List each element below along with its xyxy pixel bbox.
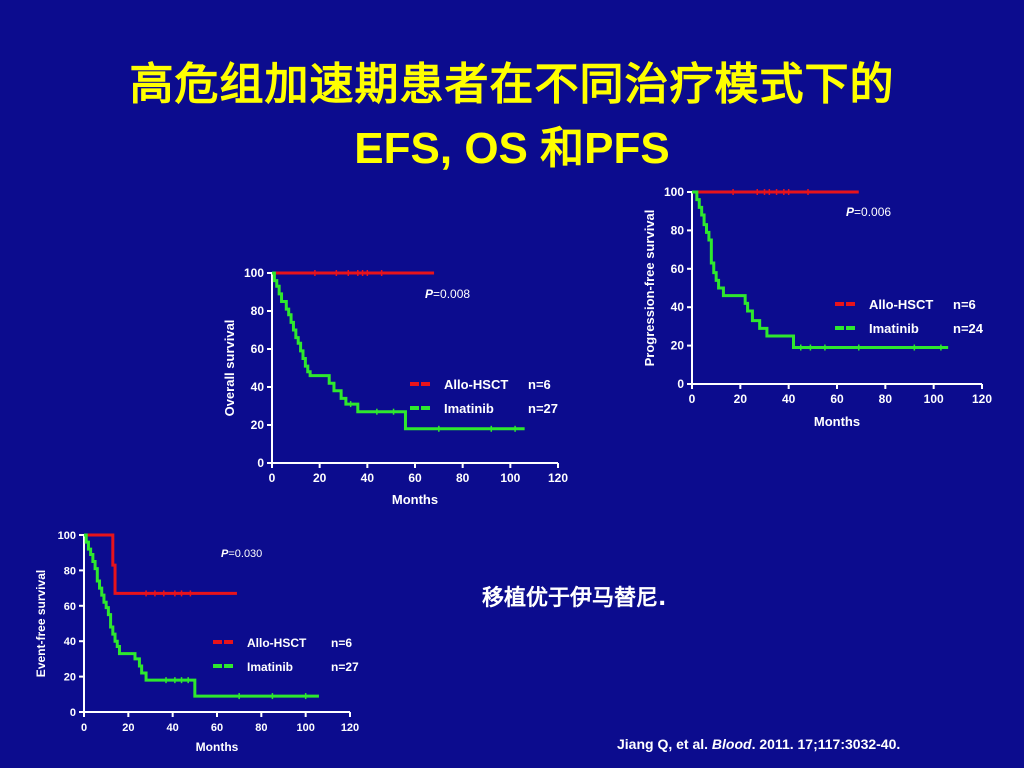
x-tick-label: 100: [296, 722, 314, 734]
y-tick-label: 80: [251, 304, 265, 318]
p-value-number: =0.008: [433, 287, 470, 301]
y-tick-label: 60: [64, 601, 76, 613]
x-tick-label: 120: [548, 471, 568, 485]
os-chart: 0 20 40 60 80 100 0 20 40 60 80 100 120 Months Overall…: [222, 266, 568, 507]
legend-label: Allo-HSCT: [247, 636, 307, 650]
x-tick-label: 100: [924, 392, 944, 406]
x-tick-label: 100: [500, 471, 520, 485]
legend-label: Allo-HSCT: [444, 377, 508, 392]
y-tick-label: 20: [671, 339, 685, 353]
x-axis-label: Months: [196, 740, 239, 754]
legend-label: Imatinib: [247, 660, 293, 674]
legend-n: n=24: [953, 321, 984, 336]
series-line-imatinib: [272, 271, 525, 431]
x-tick-label: 0: [81, 722, 87, 734]
y-tick-label: 60: [251, 342, 265, 356]
y-tick-label: 100: [58, 530, 76, 542]
legend-n: n=27: [528, 401, 558, 416]
p-value-label: P=0.006: [846, 205, 891, 219]
y-tick-label: 20: [64, 672, 76, 684]
p-value-label: P=0.030: [221, 548, 262, 560]
y-tick-label: 80: [64, 565, 76, 577]
p-value-number: =0.030: [228, 548, 262, 560]
legend-label: Imatinib: [444, 401, 494, 416]
y-tick-label: 80: [671, 223, 685, 237]
conclusion-text: 移植优于伊马替尼.: [482, 586, 667, 611]
y-tick-label: 60: [671, 262, 685, 276]
y-tick-label: 40: [251, 380, 265, 394]
legend-n: n=6: [953, 297, 976, 312]
citation-journal: Blood: [711, 736, 752, 752]
x-tick-label: 120: [341, 722, 359, 734]
x-axis-label: Months: [814, 414, 860, 429]
p-value-prefix: P: [425, 287, 434, 301]
x-tick-label: 80: [456, 471, 470, 485]
citation-details: . 2011. 17;117:3032-40.: [751, 736, 901, 752]
series-line-imatinib: [84, 533, 319, 698]
y-tick-label: 0: [257, 456, 264, 470]
x-tick-label: 0: [269, 471, 276, 485]
legend-label: Imatinib: [869, 321, 919, 336]
legend-label: Allo-HSCT: [869, 297, 933, 312]
y-axis-label: Event-free survival: [34, 570, 48, 677]
y-tick-label: 20: [251, 418, 265, 432]
p-value-label: P=0.008: [425, 287, 470, 301]
x-tick-label: 60: [408, 471, 422, 485]
x-tick-label: 20: [313, 471, 327, 485]
series-line-imatinib: [692, 190, 949, 350]
y-tick-label: 0: [677, 377, 684, 391]
x-tick-label: 120: [972, 392, 992, 406]
y-tick-label: 40: [64, 636, 76, 648]
legend-n: n=27: [331, 660, 359, 674]
x-tick-label: 60: [211, 722, 223, 734]
x-axis-label: Months: [392, 492, 438, 507]
x-tick-label: 60: [830, 392, 844, 406]
series-line-allo-hsct: [84, 533, 237, 595]
legend-n: n=6: [331, 636, 352, 650]
citation-authors: Jiang Q, et al.: [617, 736, 712, 752]
p-value-prefix: P: [846, 205, 855, 219]
p-value-prefix: P: [221, 548, 229, 560]
x-tick-label: 40: [167, 722, 179, 734]
x-tick-label: 0: [689, 392, 696, 406]
y-tick-label: 100: [244, 266, 264, 280]
x-tick-label: 40: [782, 392, 796, 406]
y-axis-label: Overall survival: [222, 320, 237, 417]
x-tick-label: 20: [734, 392, 748, 406]
efs-chart: 0 20 40 60 80 100 0 20 40 60 80 100 120 Months Event-f…: [34, 530, 359, 754]
x-tick-label: 80: [255, 722, 267, 734]
x-tick-label: 40: [361, 471, 375, 485]
pfs-chart: 0 20 40 60 80 100 0 20 40 60 80 100 120 Months Progres…: [642, 185, 992, 429]
slide-title-line1: 高危组加速期患者在不同治疗模式下的: [129, 59, 895, 110]
y-tick-label: 0: [70, 707, 76, 719]
y-tick-label: 40: [671, 300, 685, 314]
x-tick-label: 20: [122, 722, 134, 734]
legend-n: n=6: [528, 377, 551, 392]
y-axis-label: Progression-free survival: [642, 210, 657, 367]
slide-title-line2: EFS, OS 和PFS: [354, 124, 670, 173]
y-tick-label: 100: [664, 185, 684, 199]
x-tick-label: 80: [879, 392, 893, 406]
p-value-number: =0.006: [854, 205, 891, 219]
citation: Jiang Q, et al. Blood. 2011. 17;117:3032…: [617, 736, 900, 752]
